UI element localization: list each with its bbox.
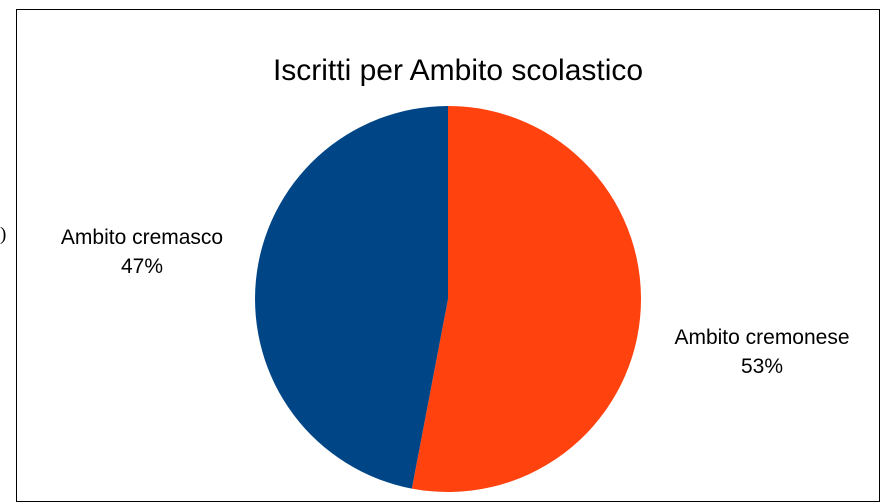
chart-frame: Iscritti per Ambito scolastico Ambito cr… [16, 9, 880, 502]
cropped-parenthesis: ) [0, 224, 7, 245]
slice-name-label: Ambito cremonese [674, 326, 849, 349]
pie-slice-ambito-cremasco [255, 106, 448, 489]
slice-name-label: Ambito cremasco [61, 226, 223, 249]
pie-slice-ambito-cremonese [411, 106, 642, 493]
chart-title: Iscritti per Ambito scolastico [273, 54, 643, 87]
pie-chart: Iscritti per Ambito scolastico Ambito cr… [61, 54, 850, 493]
slice-percent-label: 53% [741, 355, 783, 378]
slice-percent-label: 47% [121, 255, 163, 278]
pie-labels: Ambito cremonese 53% Ambito cremasco 47% [61, 226, 850, 378]
pie-slices [255, 106, 642, 493]
